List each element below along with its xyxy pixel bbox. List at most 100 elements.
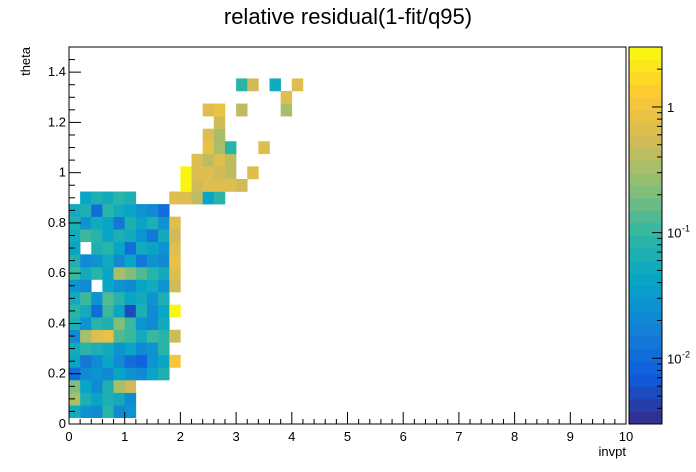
heatmap-cell xyxy=(169,279,181,293)
heatmap-cell xyxy=(135,342,148,356)
heatmap-cell xyxy=(113,329,125,343)
heatmap-cell xyxy=(91,254,103,268)
heatmap-cell xyxy=(113,405,125,419)
y-tick-label: 0.6 xyxy=(48,265,66,280)
heatmap-cell xyxy=(91,354,103,368)
heatmap-cell xyxy=(158,317,170,331)
x-axis-title: invpt xyxy=(599,444,627,459)
heatmap-cell xyxy=(91,266,103,280)
color-bar-segment xyxy=(629,160,662,174)
heatmap-cell xyxy=(135,279,148,293)
heatmap-cell xyxy=(135,292,148,305)
x-tick-label: 10 xyxy=(619,429,633,444)
heatmap-cell xyxy=(80,204,92,217)
heatmap-cell xyxy=(124,266,137,280)
heatmap-cell xyxy=(102,317,114,331)
heatmap-cell xyxy=(91,380,103,393)
heatmap-cell xyxy=(158,229,170,243)
heatmap-cell xyxy=(158,254,170,268)
heatmap-cell xyxy=(191,153,203,167)
y-tick-label: 0 xyxy=(59,416,66,431)
heatmap-cell xyxy=(247,166,259,180)
heatmap-cell xyxy=(213,191,226,205)
heatmap-cell xyxy=(102,367,114,381)
heatmap-cell xyxy=(80,405,92,419)
color-bar-segment xyxy=(629,109,662,123)
heatmap-cell xyxy=(169,266,181,280)
heatmap-cell xyxy=(80,354,92,368)
heatmap-cell xyxy=(135,204,148,217)
heatmap-cell xyxy=(124,254,137,268)
heatmap-cell xyxy=(158,216,170,230)
y-axis-title: theta xyxy=(18,46,33,76)
heatmap-cell xyxy=(158,304,170,318)
heatmap-cell xyxy=(158,329,170,343)
heatmap-cell xyxy=(80,279,92,293)
heatmap-cell xyxy=(146,317,159,331)
heatmap-cell xyxy=(135,229,148,243)
heatmap-cell xyxy=(124,292,137,305)
heatmap-cell xyxy=(102,392,114,406)
color-bar-segment xyxy=(629,411,662,425)
heatmap-cell xyxy=(80,266,92,280)
heatmap-cell xyxy=(91,292,103,305)
heatmap-cell xyxy=(113,216,125,230)
color-bar-segment xyxy=(629,197,662,211)
heatmap-cell xyxy=(91,342,103,356)
heatmap-cell xyxy=(124,367,137,381)
color-bar-segment xyxy=(629,134,662,148)
heatmap-cell xyxy=(91,204,103,217)
heatmap-cell xyxy=(224,153,237,167)
heatmap-cell xyxy=(146,266,159,280)
x-tick-label: 7 xyxy=(455,429,462,444)
heatmap-cell xyxy=(146,292,159,305)
heatmap-cell xyxy=(102,342,114,356)
heatmap-cell xyxy=(191,191,203,205)
y-axis: 0 0.2 0.4 0.6 0.8 1 1.2 1.4 xyxy=(48,46,81,431)
heatmap-cell xyxy=(202,178,215,192)
color-bar-segment xyxy=(629,310,662,324)
heatmap-cell xyxy=(124,204,137,217)
heatmap-cell xyxy=(102,329,114,343)
color-bar-segment xyxy=(629,285,662,299)
heatmap-cell xyxy=(80,329,92,343)
heatmap-cell xyxy=(158,204,170,217)
x-tick-label: 9 xyxy=(567,429,574,444)
heatmap-cell xyxy=(80,292,92,305)
heatmap-cell xyxy=(113,317,125,331)
heatmap-cell xyxy=(124,279,137,293)
heatmap-cell xyxy=(158,367,170,381)
heatmap-cell xyxy=(91,329,103,343)
heatmap-cell xyxy=(202,166,215,180)
heatmap-cell xyxy=(102,241,114,255)
heatmap-cell xyxy=(213,116,226,129)
color-bar-segment xyxy=(629,298,662,312)
heatmap-cell xyxy=(102,229,114,243)
heatmap-cell xyxy=(102,216,114,230)
y-tick-label: 1.2 xyxy=(48,114,66,129)
heatmap-cell xyxy=(102,292,114,305)
heatmap-cell xyxy=(224,141,237,155)
heatmap-cell xyxy=(146,254,159,268)
heatmap-cell xyxy=(169,354,181,368)
color-bar-segment xyxy=(629,361,662,375)
heatmap-cell xyxy=(224,178,237,192)
heatmap-cell xyxy=(169,229,181,243)
y-tick-label: 1 xyxy=(59,165,66,180)
heatmap-cell xyxy=(158,354,170,368)
color-bar-tick-exponent: -1 xyxy=(682,224,690,234)
y-tick-label: 0.2 xyxy=(48,366,66,381)
color-bar-tick-label: 1 xyxy=(667,100,674,115)
heatmap-cell xyxy=(158,292,170,305)
y-tick-label: 0.4 xyxy=(48,315,66,330)
heatmap-cell xyxy=(102,279,114,293)
heatmap-cell xyxy=(213,166,226,180)
heatmap-cell xyxy=(135,216,148,230)
heatmap-cell xyxy=(158,266,170,280)
heatmap-cell xyxy=(124,380,137,393)
heatmap-cell xyxy=(80,392,92,406)
heatmap-cell xyxy=(80,304,92,318)
x-tick-label: 6 xyxy=(400,429,407,444)
heatmap-cell xyxy=(146,216,159,230)
